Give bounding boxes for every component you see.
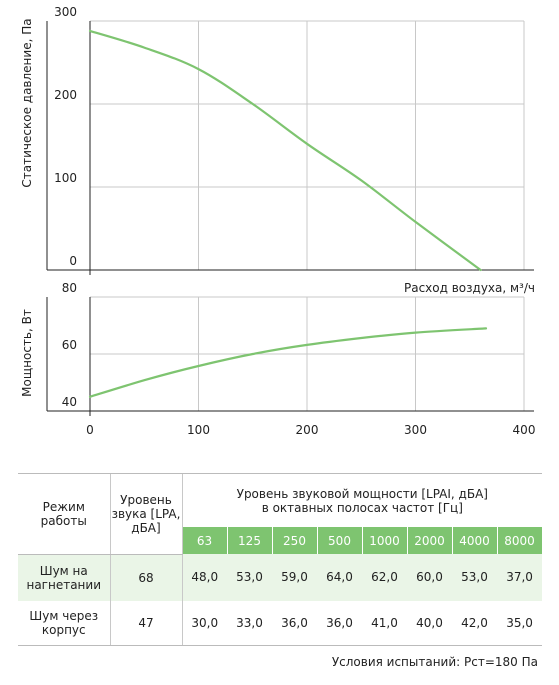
band-label-63: 63 <box>181 527 228 554</box>
test-conditions: Условия испытаний: Pст=180 Па <box>331 655 538 669</box>
band-label-2000: 2000 <box>407 527 453 554</box>
level-header: Уровень звука [LPA, дБА] <box>109 473 182 555</box>
y-tick-label: 200 <box>54 88 77 102</box>
pressure-chart: 0 100 200 300 <box>46 5 534 275</box>
band-value-cell: 41,0 <box>362 600 407 646</box>
band-label-125: 125 <box>227 527 273 554</box>
performance-charts: 0 100 200 300 40 60 80 0 100 200 300 400 Статическ… <box>20 5 536 437</box>
y-tick-label: 80 <box>62 281 77 295</box>
band-value-cell: 40,0 <box>407 600 452 646</box>
x-tick-label: 200 <box>296 423 319 437</box>
power-chart: 40 60 80 0 100 200 300 400 <box>46 281 536 437</box>
band-value-cell: 37,0 <box>497 554 543 601</box>
data-series-line <box>88 327 488 398</box>
band-value-cell: 59,0 <box>272 554 317 601</box>
band-value-cell: 64,0 <box>317 554 362 601</box>
x-tick-label: 100 <box>187 423 210 437</box>
x-tick-label: 400 <box>513 423 536 437</box>
band-row: 63 125 250 500 1000 2000 4000 8000 <box>18 527 543 554</box>
mode-header: Режим работы <box>18 473 110 555</box>
band-label-250: 250 <box>272 527 318 554</box>
table-row: Шум через корпус 47 30,0 33,0 36,0 36,0 41,0 40… <box>18 600 543 646</box>
band-value-cell: 48,0 <box>181 554 227 601</box>
band-label-4000: 4000 <box>452 527 498 554</box>
band-label-8000: 8000 <box>497 527 543 554</box>
level-cell: 68 <box>109 554 182 601</box>
band-value-cell: 62,0 <box>362 554 407 601</box>
x-tick-label: 300 <box>404 423 427 437</box>
power-header-line1: Уровень звуковой мощности [LPAI, дБА] <box>236 486 488 501</box>
band-value-cell: 42,0 <box>452 600 497 646</box>
band-value-cell: 36,0 <box>272 600 317 646</box>
band-value-cell: 30,0 <box>181 600 227 646</box>
band-value-cell: 33,0 <box>227 600 272 646</box>
y-tick-label: 60 <box>62 338 77 352</box>
power-header-line2: в октавных полосах частот [Гц] <box>261 500 463 515</box>
noise-table: Режим работы Уровень звука [LPA, дБА] Ур… <box>18 473 543 646</box>
level-cell: 47 <box>109 600 182 646</box>
y-tick-label: 300 <box>54 5 77 19</box>
table-row: Шум на нагнетании 68 48,0 53,0 59,0 64,0 62,0 6… <box>18 554 543 601</box>
band-value-cell: 53,0 <box>452 554 497 601</box>
power-y-axis-label: Мощность, Вт <box>20 309 34 397</box>
mode-cell: Шум на нагнетании <box>18 554 110 601</box>
mode-cell: Шум через корпус <box>18 600 110 646</box>
x-axis-label: Расход воздуха, м³/ч <box>404 281 535 295</box>
band-value-cell: 53,0 <box>227 554 272 601</box>
band-value-cell: 36,0 <box>317 600 362 646</box>
power-header: Уровень звуковой мощности [LPAI, дБА] в … <box>181 473 543 527</box>
band-label-1000: 1000 <box>362 527 408 554</box>
band-label-500: 500 <box>317 527 363 554</box>
x-tick-label: 0 <box>86 423 94 437</box>
data-series-line <box>88 29 482 272</box>
y-tick-label: 100 <box>54 171 77 185</box>
pressure-y-axis-label: Статическое давление, Па <box>20 18 34 187</box>
band-value-cell: 60,0 <box>407 554 452 601</box>
y-tick-label: 0 <box>69 254 77 268</box>
band-value-cell: 35,0 <box>497 600 543 646</box>
y-tick-label: 40 <box>62 395 77 409</box>
